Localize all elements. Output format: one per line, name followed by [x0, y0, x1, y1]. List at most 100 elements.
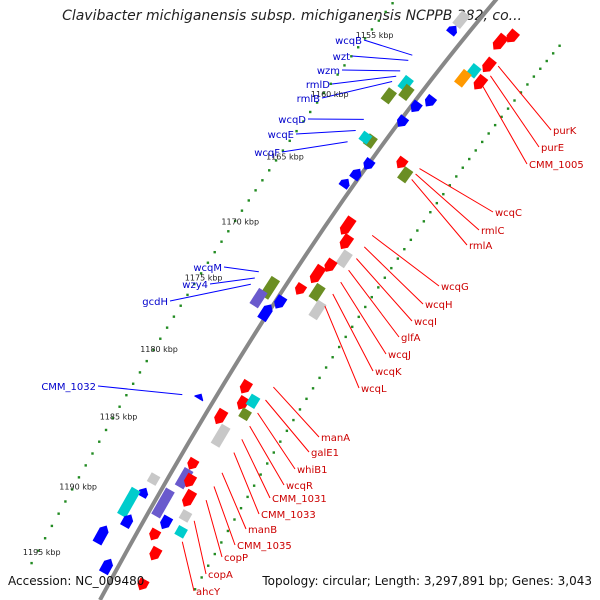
tick-dot [302, 120, 305, 123]
gene-box[interactable] [174, 524, 188, 539]
forward-gene-label[interactable]: rmlC [481, 226, 504, 237]
reverse-gene-label[interactable]: wcqB [335, 36, 362, 47]
gene-arrow[interactable] [271, 294, 288, 311]
gene-box[interactable] [380, 87, 398, 105]
reverse-gene-label[interactable]: rmlB [297, 94, 320, 105]
forward-gene-label[interactable]: wcqR [286, 481, 313, 492]
tick-dot-tracks [30, 2, 561, 591]
gene-box[interactable] [117, 486, 141, 518]
gene-arrow[interactable] [234, 395, 251, 412]
gene-arrow[interactable] [471, 73, 489, 93]
gene-box[interactable] [397, 74, 414, 93]
forward-gene-label[interactable]: CMM_1035 [237, 541, 292, 552]
gene-box[interactable] [146, 472, 161, 486]
gene-arrow[interactable] [338, 176, 353, 190]
gene-box[interactable] [362, 133, 378, 149]
forward-gene-label[interactable]: copP [224, 553, 248, 564]
gene-arrow[interactable] [147, 527, 162, 543]
forward-gene-label[interactable]: purE [541, 143, 564, 154]
gene-arrow[interactable] [422, 93, 438, 110]
gene-arrow[interactable] [446, 23, 460, 37]
gene-arrow[interactable] [479, 56, 497, 76]
reverse-gene-label[interactable]: rmlD [306, 80, 330, 91]
gene-arrow[interactable] [394, 114, 410, 130]
reverse-gene-label[interactable]: wcqM [193, 263, 222, 274]
forward-gene-label[interactable]: glfA [401, 333, 421, 344]
forward-gene-label[interactable]: wcqI [414, 317, 437, 328]
gene-box[interactable] [454, 68, 472, 88]
gene-box[interactable] [249, 287, 268, 309]
gene-arrow[interactable] [158, 514, 174, 531]
forward-gene-label[interactable]: galE1 [311, 448, 339, 459]
gene-arrow[interactable] [337, 215, 357, 237]
reverse-gene-label[interactable]: gcdH [142, 297, 168, 308]
gene-arrow[interactable] [147, 545, 163, 563]
gene-arrow[interactable] [257, 302, 275, 323]
gene-arrow[interactable] [212, 407, 229, 427]
gene-arrow[interactable] [194, 391, 206, 402]
forward-gene-label[interactable]: wcqK [375, 367, 402, 378]
gene-box[interactable] [397, 166, 414, 184]
gene-box[interactable] [178, 509, 193, 523]
forward-gene-label[interactable]: manA [321, 433, 350, 444]
gene-arrow[interactable] [92, 523, 111, 546]
gene-box[interactable] [210, 423, 231, 448]
gene-box[interactable] [245, 393, 261, 410]
gene-arrow[interactable] [322, 257, 338, 275]
gene-arrow[interactable] [307, 263, 327, 286]
gene-arrow[interactable] [185, 456, 200, 472]
tick-dot [274, 159, 278, 162]
gene-arrow[interactable] [503, 28, 521, 45]
scale-tick-label: 1155 kbp [356, 31, 394, 40]
forward-gene-label[interactable]: wcqJ [388, 350, 411, 361]
gene-arrow[interactable] [490, 32, 509, 53]
forward-gene-label[interactable]: rmlA [469, 241, 492, 252]
leader-line [356, 258, 413, 322]
gene-box[interactable] [238, 407, 252, 422]
reverse-gene-label[interactable]: wzy4 [182, 280, 208, 291]
gene-box[interactable] [174, 467, 194, 490]
leader-line [265, 399, 310, 453]
reverse-gene-label[interactable]: wcqE [268, 130, 294, 141]
forward-gene-label[interactable]: CMM_1031 [272, 494, 327, 505]
gene-arrow[interactable] [181, 472, 198, 490]
forward-gene-label[interactable]: copA [208, 570, 233, 581]
gene-arrow[interactable] [349, 166, 364, 182]
reverse-gene-label[interactable]: CMM_1032 [41, 382, 96, 393]
leader-line [257, 412, 296, 470]
gene-box[interactable] [308, 282, 326, 302]
forward-gene-label[interactable]: wcqL [361, 384, 387, 395]
gene-arrow[interactable] [408, 99, 423, 115]
gene-arrow[interactable] [360, 157, 376, 173]
reverse-gene-label[interactable]: wcqD [278, 115, 306, 126]
gene-box[interactable] [358, 130, 373, 145]
reverse-gene-label[interactable]: wcqF [254, 148, 280, 159]
gene-arrow[interactable] [337, 233, 355, 252]
gene-arrow[interactable] [292, 281, 308, 298]
forward-gene-label[interactable]: wcqH [425, 300, 453, 311]
gene-arrow[interactable] [136, 485, 151, 499]
gene-arrow[interactable] [393, 155, 409, 172]
tick-dot [199, 272, 203, 275]
gene-box[interactable] [308, 299, 327, 321]
gene-box[interactable] [398, 83, 415, 101]
forward-gene-label[interactable]: whiB1 [297, 465, 328, 476]
tick-dot [539, 67, 542, 70]
gene-arrow[interactable] [135, 577, 150, 592]
gene-arrow[interactable] [237, 378, 254, 396]
gene-arrow[interactable] [98, 556, 115, 576]
forward-gene-label[interactable]: ahcY [196, 587, 221, 598]
forward-gene-label[interactable]: CMM_1005 [529, 160, 584, 171]
reverse-gene-label[interactable]: wzt [333, 52, 350, 63]
forward-gene-label[interactable]: manB [248, 525, 277, 536]
gene-box[interactable] [335, 249, 353, 269]
forward-gene-label[interactable]: wcqG [441, 282, 469, 293]
gene-box[interactable] [452, 10, 471, 30]
gene-arrow[interactable] [179, 488, 198, 510]
forward-gene-label[interactable]: purK [553, 126, 577, 137]
gene-box[interactable] [151, 487, 175, 519]
forward-gene-label[interactable]: CMM_1033 [261, 510, 316, 521]
reverse-gene-label[interactable]: wzm [317, 66, 340, 77]
forward-gene-label[interactable]: wcqC [495, 208, 522, 219]
gene-arrow[interactable] [120, 512, 136, 530]
